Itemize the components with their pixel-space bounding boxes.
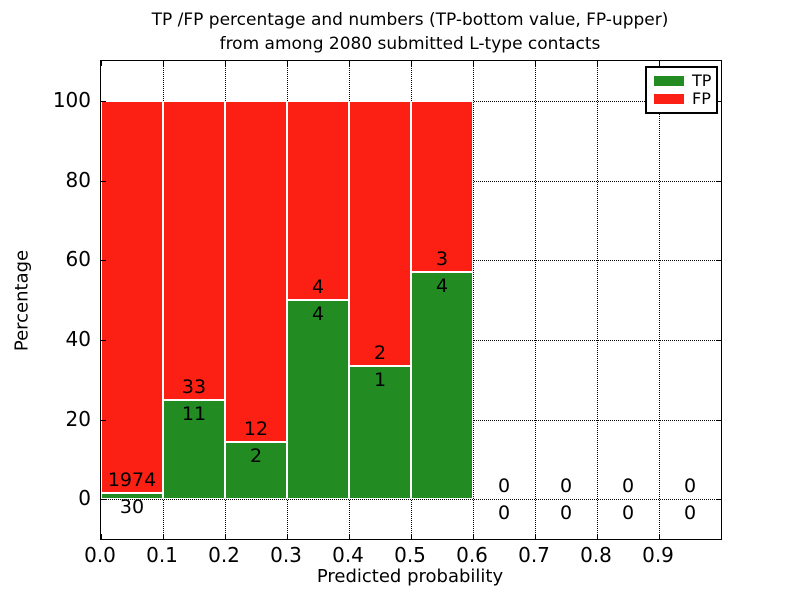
legend-label-fp: FP <box>692 89 711 108</box>
y-tick-mark <box>101 499 106 501</box>
y-tick-mark-right <box>716 339 721 341</box>
bar-fp-segment <box>349 100 411 367</box>
legend-row: TP <box>654 71 716 90</box>
y-tick-mark <box>101 419 106 421</box>
x-tick-mark <box>411 534 412 539</box>
y-tick-mark <box>101 180 106 182</box>
tp-count-label: 4 <box>435 274 449 297</box>
y-tick-mark <box>101 100 106 102</box>
x-tick-label: 0.6 <box>456 543 488 567</box>
x-tick-mark-top <box>225 61 226 66</box>
x-tick-label: 0.1 <box>146 543 178 567</box>
tp-count-label: 30 <box>119 496 145 519</box>
x-tick-mark-top <box>411 61 412 66</box>
tp-count-label: 1 <box>373 369 387 392</box>
tp-count-label: 0 <box>497 502 511 525</box>
x-tick-mark <box>473 534 474 539</box>
x-tick-mark-top <box>535 61 536 66</box>
y-tick-mark-right <box>716 100 721 102</box>
bar-fp-segment <box>411 100 473 272</box>
x-tick-mark-top <box>473 61 474 66</box>
x-tick-label: 0.9 <box>642 543 674 567</box>
fp-count-label: 3 <box>435 247 449 270</box>
legend-swatch-tp <box>654 76 684 86</box>
x-axis-label: Predicted probability <box>316 566 504 587</box>
y-tick-mark <box>101 260 106 262</box>
x-tick-label: 0.3 <box>270 543 302 567</box>
y-axis-label: Percentage <box>11 249 33 352</box>
y-tick-mark-right <box>716 499 721 501</box>
bar-tp-segment <box>411 271 473 500</box>
tp-count-label: 0 <box>621 502 635 525</box>
fp-count-label: 0 <box>621 475 635 498</box>
x-tick-mark <box>659 534 660 539</box>
fp-count-label: 1974 <box>107 469 157 492</box>
y-tick-mark-right <box>716 180 721 182</box>
fp-count-label: 2 <box>373 342 387 365</box>
chart-title-line2: from among 2080 submitted L-type contact… <box>219 34 601 54</box>
y-tick-label: 20 <box>65 406 91 431</box>
bar-tp-segment <box>225 442 287 500</box>
bar-fp-segment <box>101 100 163 494</box>
legend-row: FP <box>654 89 716 108</box>
y-tick-mark-right <box>716 419 721 421</box>
x-tick-label: 0.0 <box>84 543 116 567</box>
legend-label-tp: TP <box>692 71 712 90</box>
y-tick-label: 80 <box>65 167 91 192</box>
y-tick-mark-right <box>716 260 721 262</box>
x-tick-mark-top <box>349 61 350 66</box>
x-tick-mark <box>287 534 288 539</box>
bar-tp-segment <box>349 366 411 500</box>
gridline-vertical <box>473 61 474 539</box>
y-tick-label: 100 <box>52 87 91 112</box>
x-tick-mark-top <box>101 61 102 66</box>
fp-count-label: 4 <box>311 276 325 298</box>
x-tick-mark <box>535 534 536 539</box>
bar-fp-segment <box>287 100 349 300</box>
bar-tp-segment <box>101 493 163 500</box>
y-tick-mark <box>101 339 106 341</box>
fp-count-label: 33 <box>181 375 207 398</box>
chart-title: TP /FP percentage and numbers (TP-bottom… <box>100 8 720 56</box>
fp-count-label: 0 <box>683 475 697 498</box>
y-tick-label: 40 <box>65 326 91 351</box>
x-tick-mark <box>101 534 102 539</box>
tp-count-label: 0 <box>683 502 697 525</box>
tp-count-label: 11 <box>181 402 207 425</box>
tp-count-label: 4 <box>311 303 325 325</box>
x-tick-mark-top <box>287 61 288 66</box>
x-tick-label: 0.7 <box>518 543 550 567</box>
bar-tp-segment <box>287 300 349 500</box>
y-tick-label: 0 <box>78 486 91 511</box>
x-tick-label: 0.8 <box>580 543 612 567</box>
gridline-vertical <box>535 61 536 539</box>
gridline-vertical <box>597 61 598 539</box>
y-tick-label: 60 <box>65 247 91 272</box>
x-tick-mark <box>349 534 350 539</box>
legend: TP FP <box>645 66 718 114</box>
bar-tp-segment <box>163 399 225 500</box>
chart-title-line1: TP /FP percentage and numbers (TP-bottom… <box>151 10 669 30</box>
legend-swatch-fp <box>654 94 684 104</box>
plot-area: 1974 30 33 11 12 2 4 4 2 1 3 4 0 0 0 0 0 0 0 0 <box>100 60 722 540</box>
x-tick-label: 0.5 <box>394 543 426 567</box>
bar-fp-segment <box>225 100 287 443</box>
tp-count-label: 0 <box>559 502 573 525</box>
x-tick-mark-top <box>163 61 164 66</box>
tp-count-label: 2 <box>249 445 263 468</box>
x-tick-mark-top <box>659 61 660 66</box>
x-tick-mark <box>225 534 226 539</box>
x-tick-label: 0.2 <box>208 543 240 567</box>
x-tick-mark <box>597 534 598 539</box>
x-tick-label: 0.4 <box>332 543 364 567</box>
fp-count-label: 0 <box>497 475 511 498</box>
gridline-vertical <box>659 61 660 539</box>
x-tick-mark-top <box>597 61 598 66</box>
bar-fp-segment <box>163 100 225 400</box>
fp-count-label: 0 <box>559 475 573 498</box>
x-tick-mark <box>163 534 164 539</box>
fp-count-label: 12 <box>243 418 269 441</box>
